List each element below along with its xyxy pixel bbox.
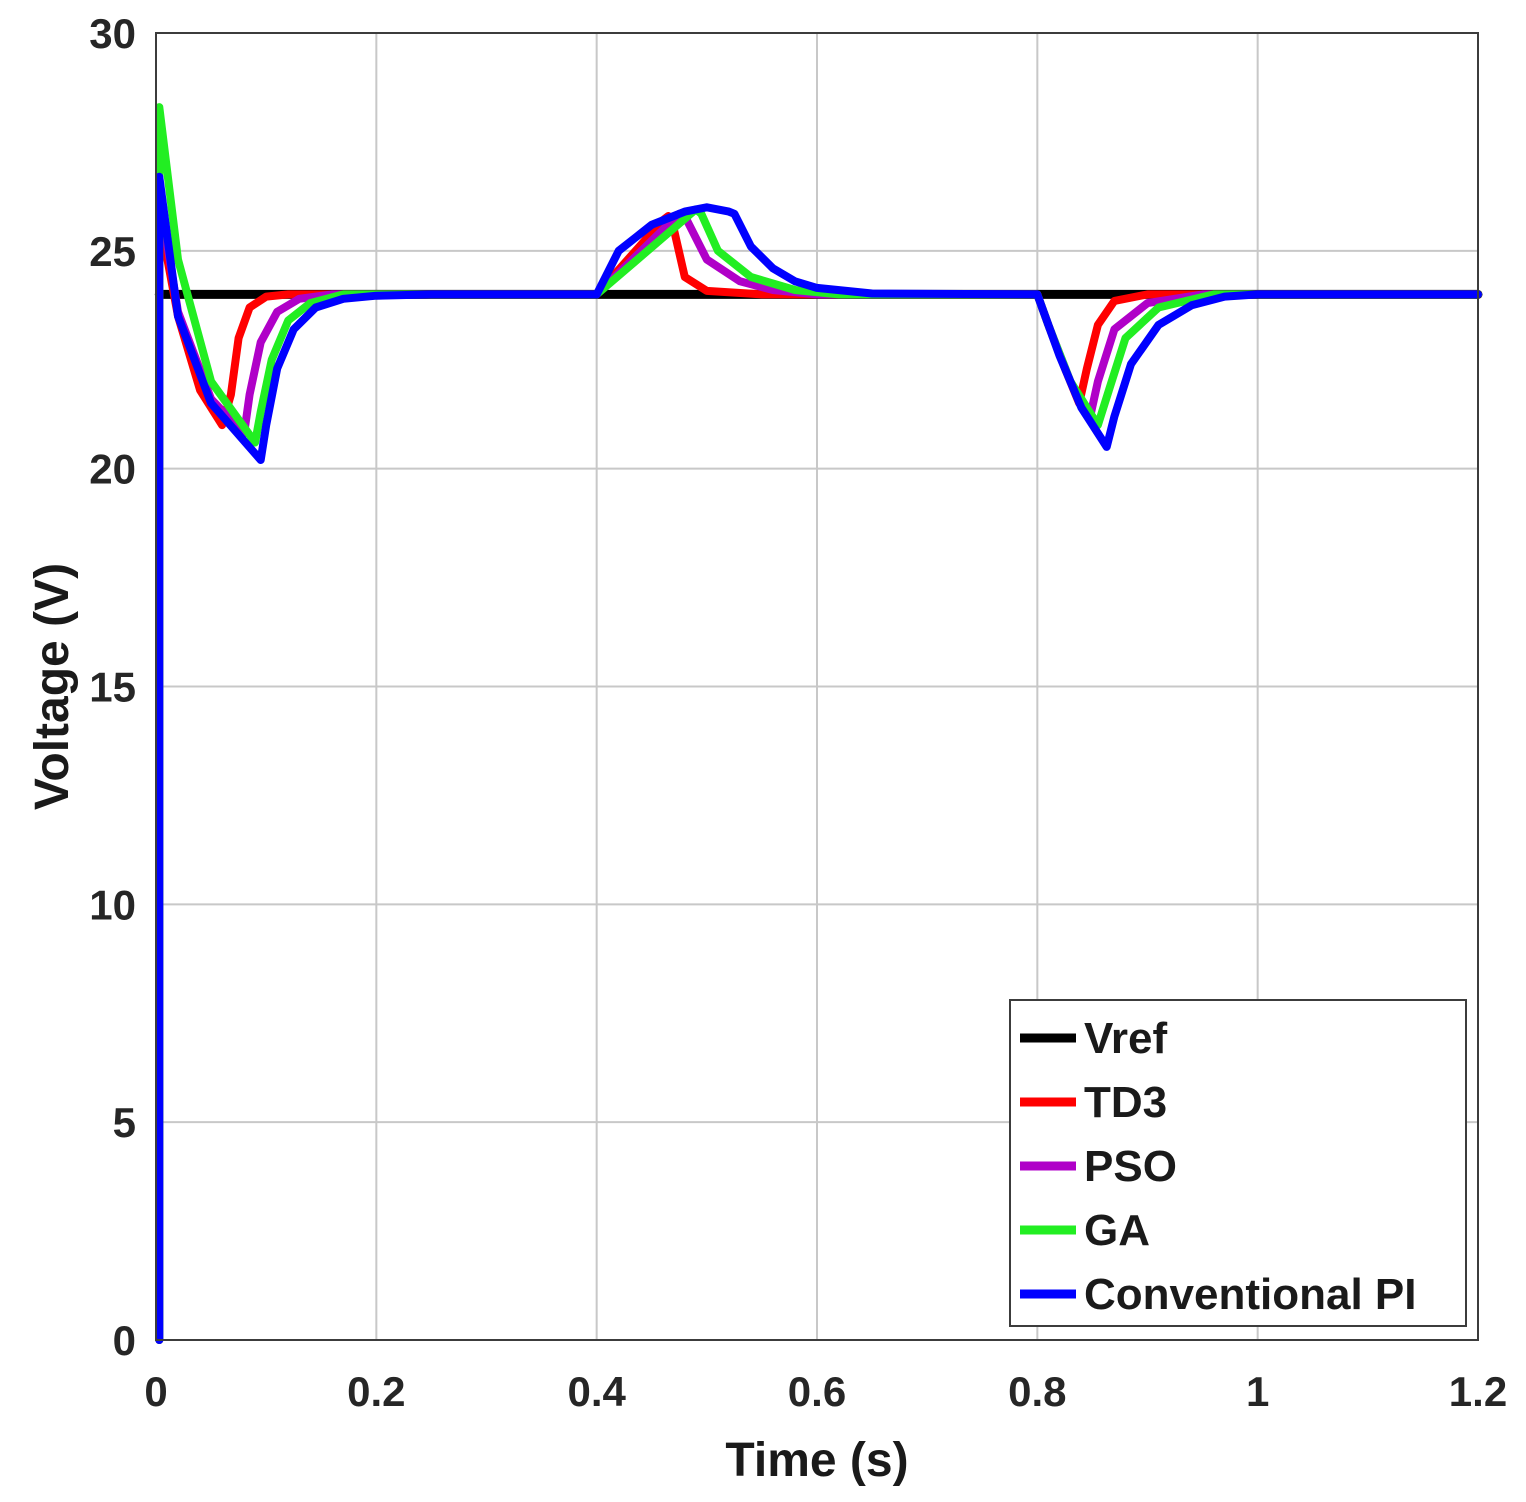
y-tick-label: 20 — [89, 446, 136, 493]
y-tick-label: 10 — [89, 881, 136, 928]
x-axis-label: Time (s) — [725, 1434, 908, 1487]
x-tick-label: 1.2 — [1449, 1368, 1507, 1415]
y-tick-label: 0 — [113, 1317, 136, 1364]
legend-label-vref: Vref — [1084, 1014, 1168, 1063]
series-lines — [154, 103, 1483, 1344]
x-tick-label: 1 — [1246, 1368, 1269, 1415]
x-tick-label: 0 — [144, 1368, 167, 1415]
legend-label-ga: GA — [1084, 1206, 1150, 1255]
x-tick-label: 0.2 — [347, 1368, 405, 1415]
legend-box — [1009, 999, 1467, 1327]
legend-label-td3: TD3 — [1084, 1078, 1167, 1127]
series-line-ga — [155, 103, 1482, 1344]
series-line-conventional-pi — [155, 172, 1482, 1344]
x-tick-labels: 0 0.2 0.4 0.6 0.8 1 1.2 — [144, 1368, 1507, 1415]
y-tick-label: 30 — [89, 10, 136, 57]
y-tick-label: 25 — [89, 228, 136, 275]
x-tick-label: 0.4 — [567, 1368, 626, 1415]
x-tick-label: 0.6 — [788, 1368, 846, 1415]
legend-items: Vref TD3 PSO GA Conventional PI — [1020, 1014, 1416, 1319]
plot-frame — [155, 32, 1479, 1341]
y-tick-labels: 0 5 10 15 20 25 30 — [89, 10, 136, 1364]
legend-label-conventional-pi: Conventional PI — [1084, 1270, 1416, 1319]
y-tick-label: 15 — [89, 664, 136, 711]
legend: Vref TD3 PSO GA Conventional PI — [1009, 999, 1467, 1327]
y-tick-label: 5 — [113, 1099, 136, 1146]
x-tick-label: 0.8 — [1008, 1368, 1066, 1415]
y-axis-label: Voltage (V) — [26, 563, 79, 810]
legend-label-pso: PSO — [1084, 1142, 1177, 1191]
